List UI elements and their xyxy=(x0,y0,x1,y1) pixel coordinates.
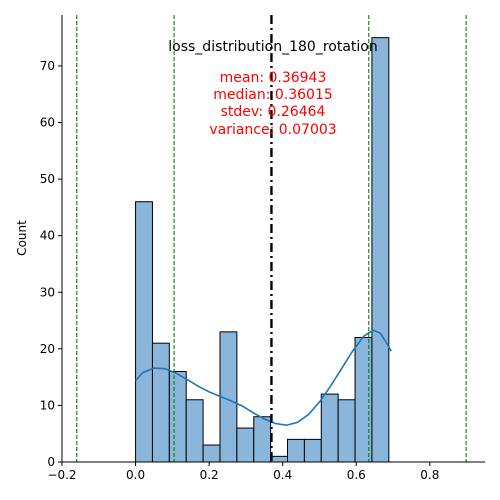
reference-lines-layer xyxy=(76,15,467,462)
y-tick-label: 10 xyxy=(40,398,55,412)
x-tick-label: 0.6 xyxy=(347,468,366,482)
median-annotation: median: 0.36015 xyxy=(213,87,333,103)
variance-annotation: variance: 0.07003 xyxy=(209,122,336,138)
histogram-bar xyxy=(168,370,187,463)
histogram-bar xyxy=(135,201,153,463)
histogram-bar xyxy=(202,444,221,463)
mean-annotation: mean: 0.36943 xyxy=(220,70,327,86)
histogram-bar xyxy=(303,438,322,463)
histogram-bar xyxy=(151,342,170,463)
histogram-bar xyxy=(185,399,204,463)
x-tick-label: 0.0 xyxy=(126,468,145,482)
y-tick-label: 50 xyxy=(40,172,55,186)
kde-layer xyxy=(134,329,392,427)
kde-curve xyxy=(134,329,392,427)
histogram-bar xyxy=(236,427,255,463)
y-axis-label: Count xyxy=(15,220,29,256)
y-tick-label: 40 xyxy=(40,229,55,243)
x-tick-label: 0.2 xyxy=(200,468,219,482)
histogram-bar xyxy=(253,416,272,463)
y-tick-label: 30 xyxy=(40,285,55,299)
histogram-bar xyxy=(270,455,289,463)
histogram-bar xyxy=(337,399,356,463)
axes-layer xyxy=(61,15,485,463)
ticks-layer: −0.2 0.0 0.2 0.4 0.6 0.8 0 10 20 30 40 50 60 70 xyxy=(40,59,440,482)
y-tick-label: 60 xyxy=(40,116,55,130)
x-tick-label: 0.4 xyxy=(273,468,292,482)
x-tick-label: −0.2 xyxy=(47,468,76,482)
histogram-bar xyxy=(287,438,305,463)
stdev-annotation: stdev: 0.26464 xyxy=(221,104,326,120)
chart-title: loss_distribution_180_rotation xyxy=(168,39,377,55)
y-tick-label: 20 xyxy=(40,342,55,356)
x-tick-label: 0.8 xyxy=(420,468,439,482)
y-tick-label: 0 xyxy=(47,455,55,469)
histogram-bar xyxy=(354,337,373,463)
histogram-bar xyxy=(371,37,390,463)
bars-layer xyxy=(135,37,390,463)
histogram-bar xyxy=(320,393,339,463)
y-tick-label: 70 xyxy=(40,59,55,73)
